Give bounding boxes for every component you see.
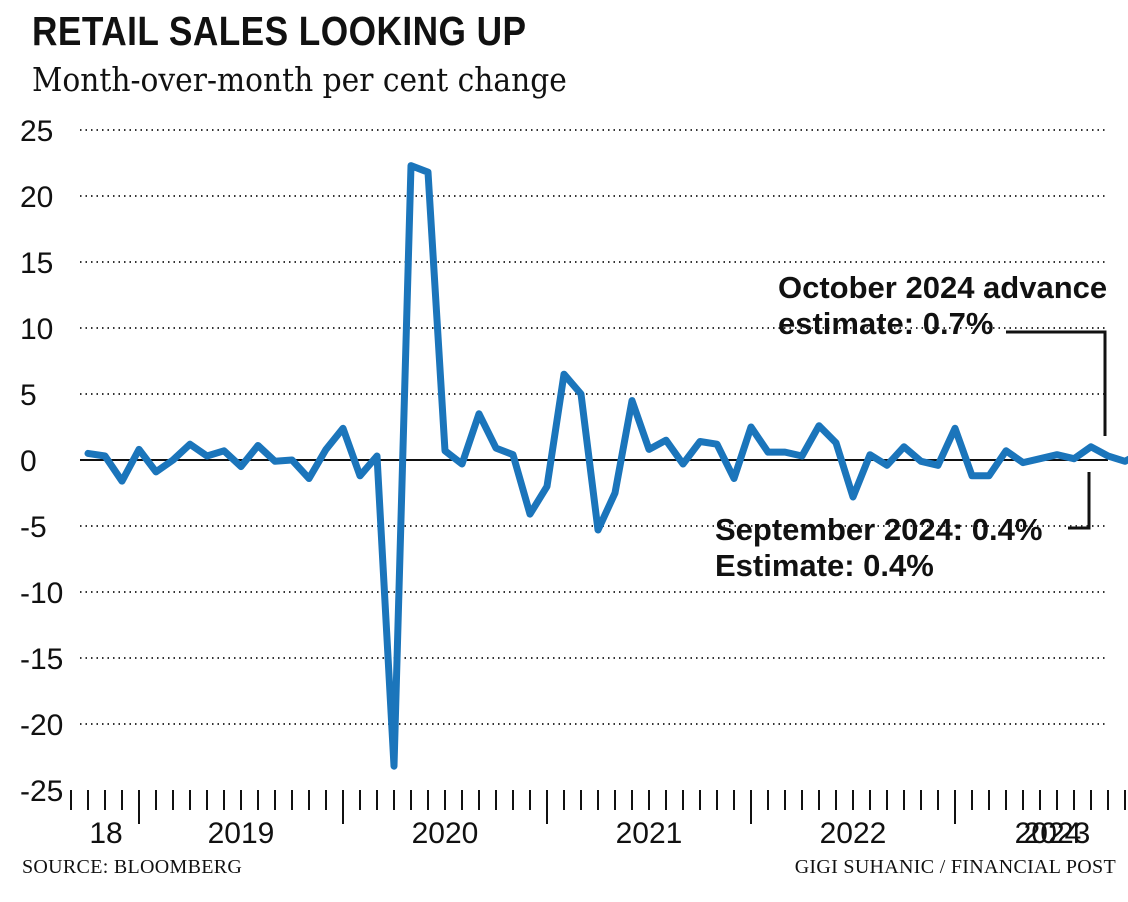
data-point [1023, 462, 1024, 463]
october-annotation-line-2: estimate: 0.7% [778, 306, 993, 341]
series-line [84, 162, 1128, 770]
data-point [904, 446, 905, 447]
data-point [462, 463, 463, 464]
data-point [258, 445, 259, 446]
data-point [496, 448, 497, 449]
data-point [428, 172, 429, 173]
data-point [700, 441, 701, 442]
x-tick-label: 2022 [820, 817, 887, 850]
data-point [955, 428, 956, 429]
data-point [445, 450, 446, 451]
y-tick-label: 20 [20, 181, 53, 214]
y-tick-label: 25 [20, 115, 53, 148]
data-point [598, 529, 599, 530]
data-point [1040, 458, 1041, 459]
data-point [326, 449, 327, 450]
y-tick-label: -10 [20, 577, 63, 610]
data-point [360, 475, 361, 476]
data-point [921, 461, 922, 462]
data-point [768, 452, 769, 453]
y-tick-label: 5 [20, 379, 37, 412]
x-tick-label: 2021 [616, 817, 683, 850]
data-point [632, 400, 633, 401]
data-point [683, 463, 684, 464]
data-point [1091, 446, 1092, 447]
data-point [1108, 456, 1109, 457]
september-annotation-leader [1068, 472, 1091, 530]
series-layer [84, 162, 1128, 770]
data-point [105, 456, 106, 457]
data-point [156, 471, 157, 472]
data-point [224, 450, 225, 451]
data-point [190, 444, 191, 445]
data-point [717, 444, 718, 445]
data-point [734, 478, 735, 479]
x-tick-label: 2020 [412, 817, 479, 850]
data-point [513, 454, 514, 455]
october-annotation-line-1: October 2024 advance [778, 270, 1107, 305]
data-point [88, 453, 89, 454]
credit-note: GIGI SUHANIC / FINANCIAL POST [794, 856, 1116, 878]
data-point [309, 478, 310, 479]
data-point [615, 493, 616, 494]
data-point [173, 460, 174, 461]
data-point [938, 465, 939, 466]
september-annotation-line-1: September 2024: 0.4% [715, 512, 1042, 547]
data-point [241, 466, 242, 467]
data-point [547, 486, 548, 487]
data-point [853, 496, 854, 497]
chart-subtitle: Month-over-month per cent change [32, 60, 567, 99]
data-point [581, 394, 582, 395]
data-point [377, 456, 378, 457]
data-point [139, 449, 140, 450]
data-point [275, 461, 276, 462]
october-annotation-leader [1006, 330, 1107, 436]
september-annotation-line-2: Estimate: 0.4% [715, 548, 934, 583]
x-tick-label: 2019 [208, 817, 275, 850]
x-tick-label: 18 [89, 817, 122, 850]
data-point [564, 374, 565, 375]
data-point [785, 452, 786, 453]
data-point [394, 766, 395, 767]
data-point [649, 449, 650, 450]
y-tick-label: -5 [20, 511, 47, 544]
y-tick-label: 10 [20, 313, 53, 346]
y-tick-label: 0 [20, 445, 37, 478]
data-point [887, 465, 888, 466]
data-point [1006, 450, 1007, 451]
annotations: October 2024 advance estimate: 0.7% Sept… [715, 270, 1107, 583]
data-point [479, 413, 480, 414]
data-point [751, 427, 752, 428]
y-tick-label: -20 [20, 709, 63, 742]
data-point [1074, 458, 1075, 459]
data-point [870, 454, 871, 455]
chart-title: RETAIL SALES LOOKING UP [32, 8, 527, 54]
y-tick-label: -25 [20, 775, 63, 808]
y-tick-label: -15 [20, 643, 63, 676]
data-point [122, 481, 123, 482]
data-point [802, 456, 803, 457]
x-tick-label: 2023 [1024, 817, 1091, 850]
data-point [1057, 454, 1058, 455]
data-point [836, 442, 837, 443]
x-tick-label: 2024 [1015, 817, 1082, 850]
data-point [530, 514, 531, 515]
data-point [207, 456, 208, 457]
source-note: SOURCE: BLOOMBERG [22, 856, 243, 878]
data-point [819, 425, 820, 426]
y-tick-label: 15 [20, 247, 53, 280]
data-point [411, 165, 412, 166]
data-point [666, 440, 667, 441]
data-point [343, 428, 344, 429]
data-point [989, 475, 990, 476]
data-point [972, 475, 973, 476]
data-point [292, 460, 293, 461]
data-point [1125, 461, 1126, 462]
y-axis-ticks: 25 20 15 10 5 0 -5 -10 -15 -20 -25 [20, 115, 63, 808]
